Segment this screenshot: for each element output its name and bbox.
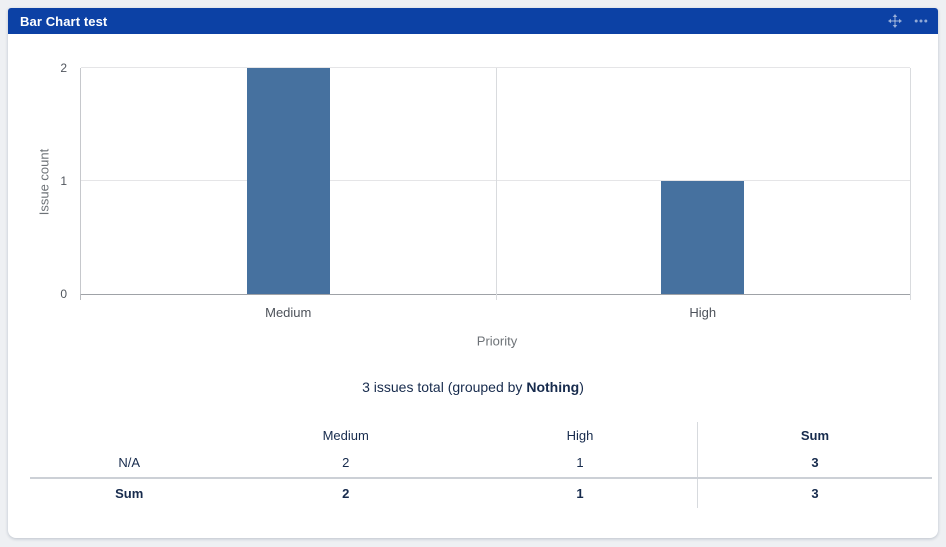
cell-na-high: 1	[576, 455, 584, 470]
cell-na-medium: 2	[342, 455, 350, 470]
table-header-row: Medium High Sum	[30, 422, 932, 448]
table-header-high: High	[566, 427, 594, 443]
gadget-header: Bar Chart test	[8, 8, 938, 34]
table-header-sum: Sum	[696, 422, 932, 448]
plot-area: 0 1 2 Medium High	[60, 62, 911, 319]
row-label-sum: Sum	[30, 477, 229, 508]
x-tick-label: Medium	[265, 305, 312, 320]
x-axis-title: Priority	[476, 333, 518, 349]
y-gridline	[81, 67, 910, 68]
summary-suffix: )	[579, 379, 584, 395]
cell-sum-sum: 3	[696, 477, 932, 508]
chart-bar-medium[interactable]	[246, 68, 330, 294]
y-tick-label: 0	[60, 287, 67, 301]
axis-tick	[80, 294, 81, 300]
move-icon[interactable]	[888, 14, 902, 28]
table-row-na: N/A 2 1 3	[30, 448, 932, 478]
chart-bar-high[interactable]	[661, 181, 745, 294]
table-header-empty	[30, 422, 228, 448]
cell-na-sum: 3	[696, 448, 932, 478]
table-row-sum: Sum 2 1 3	[30, 477, 932, 508]
summary-group-by: Nothing	[526, 379, 580, 395]
issue-count-table: Medium High Sum N/A 2 1 3 Sum 2 1 3	[30, 422, 932, 508]
summary-prefix: 3 issues total (grouped by	[362, 379, 527, 395]
cell-sum-high: 1	[462, 477, 698, 508]
more-options-icon[interactable]	[914, 14, 928, 28]
category-boundary-line	[910, 68, 911, 300]
table-header-medium: Medium	[322, 427, 369, 443]
gadget-title: Bar Chart test	[20, 13, 108, 29]
row-label-na: N/A	[118, 455, 141, 470]
y-tick-label: 1	[60, 174, 67, 188]
y-tick-label: 2	[60, 61, 67, 75]
gadget-header-actions	[888, 14, 928, 28]
category-boundary-line	[495, 68, 497, 300]
x-tick-label: High	[689, 305, 717, 320]
bar-chart-gadget: Bar Chart test Issue	[8, 8, 938, 538]
issues-summary: 3 issues total (grouped by Nothing)	[8, 379, 938, 395]
cell-sum-medium: 2	[228, 477, 463, 508]
